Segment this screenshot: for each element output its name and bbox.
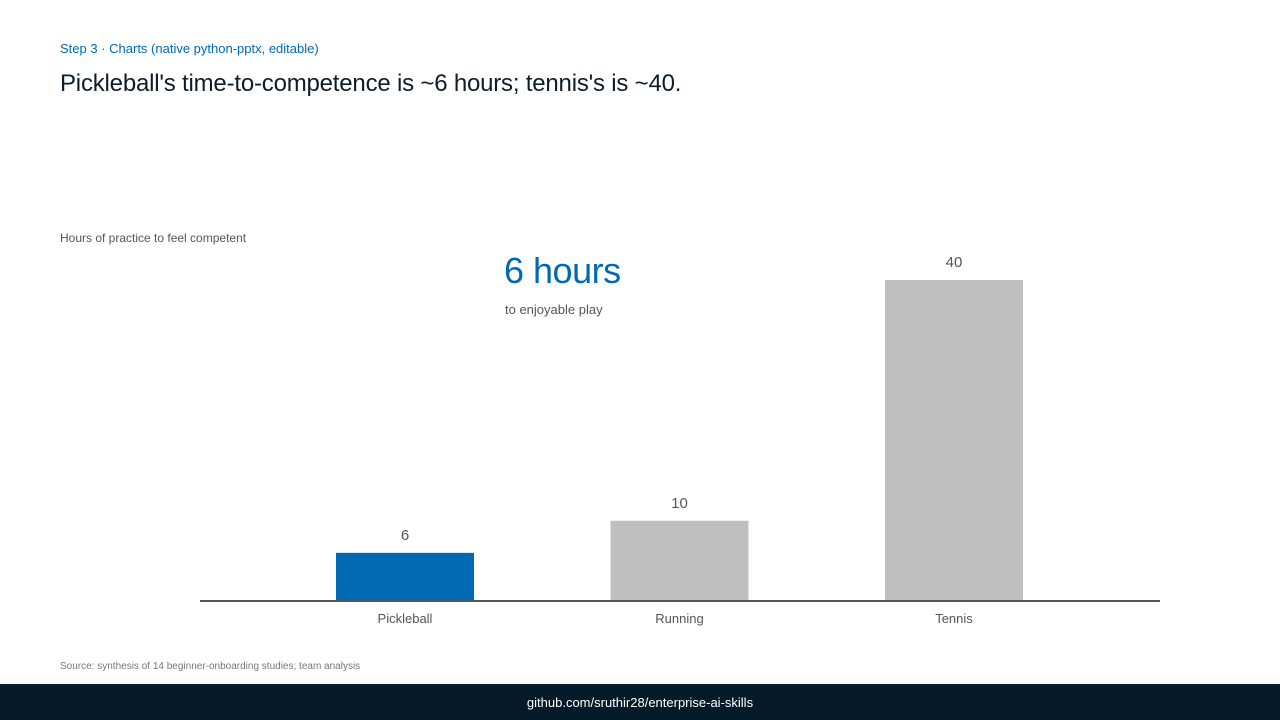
callout-subtitle: to enjoyable play	[505, 302, 603, 317]
footer-link[interactable]: github.com/sruthir28/enterprise-ai-skill…	[526, 694, 754, 710]
step-eyebrow: Step 3 · Charts (native python-pptx, edi…	[60, 41, 319, 56]
tick-label-running: Running	[655, 611, 703, 626]
chart-caption: Hours of practice to feel competent	[60, 231, 247, 245]
bar-tennis	[885, 280, 1023, 601]
bar-chart: 6 Pickleball 10 Running 40 Tennis	[200, 254, 1160, 626]
callout-value: 6 hours	[504, 250, 621, 291]
source-note: Source: synthesis of 14 beginner-onboard…	[60, 661, 361, 672]
data-label-running: 10	[671, 495, 688, 512]
tick-label-pickleball: Pickleball	[378, 611, 433, 626]
data-label-pickleball: 6	[401, 527, 409, 544]
tick-label-tennis: Tennis	[935, 611, 973, 626]
bar-running	[610, 520, 749, 601]
data-label-tennis: 40	[946, 254, 963, 271]
footer-bar: github.com/sruthir28/enterprise-ai-skill…	[0, 684, 1280, 720]
slide-headline: Pickleball's time-to-competence is ~6 ho…	[60, 70, 682, 97]
bar-pickleball	[336, 552, 474, 601]
